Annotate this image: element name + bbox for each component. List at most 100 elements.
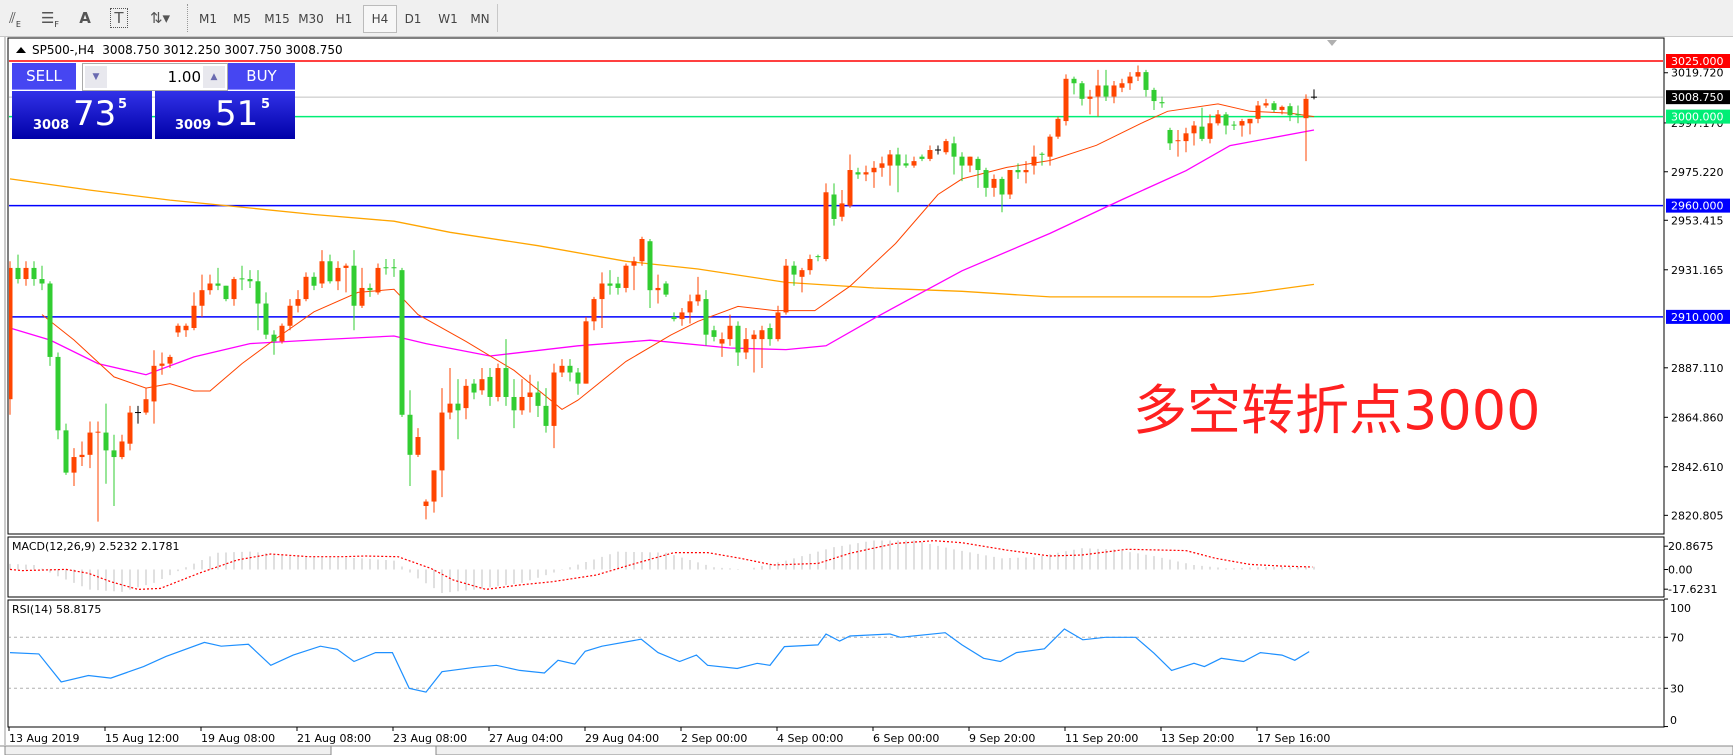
buy-price-button[interactable]: 3009 51 5	[155, 91, 295, 139]
timeframe-m30[interactable]: M30	[298, 12, 324, 26]
macd-label: MACD(12,26,9) 2.5232 2.1781	[12, 540, 180, 553]
volume-decrease-icon[interactable]: ▼	[85, 66, 107, 88]
equidistant-channel-icon[interactable]: ⫽E	[1, 6, 29, 30]
candle-body	[703, 299, 709, 335]
candle-body	[1111, 85, 1117, 97]
candle-body	[479, 379, 485, 391]
candle	[79, 441, 85, 466]
candle	[287, 299, 293, 331]
candle	[487, 368, 493, 406]
toolbar-separator	[497, 4, 500, 32]
rsi-panel-frame	[7, 599, 1665, 728]
candle-body	[199, 290, 205, 306]
candle-body	[831, 194, 837, 219]
volume-input[interactable]: 1.00	[167, 68, 201, 86]
rsi-label: RSI(14) 58.8175	[12, 603, 102, 616]
candle-body	[527, 392, 533, 397]
fibonacci-icon[interactable]: ☰F	[36, 6, 64, 30]
price-tick-label: 2820.805	[1671, 509, 1724, 522]
candle-body	[23, 267, 29, 280]
candle	[519, 379, 525, 415]
timeframe-d1[interactable]: D1	[404, 12, 422, 26]
candle-body	[303, 276, 309, 300]
candle-body	[15, 267, 21, 280]
candle-body	[447, 403, 453, 413]
sell-price-button[interactable]: 3008 73 5	[12, 91, 152, 139]
timeframe-w1[interactable]: W1	[438, 12, 458, 26]
chart-annotation-text[interactable]: 多空转折点3000	[1133, 379, 1541, 442]
candle-body	[1103, 85, 1109, 97]
arrows-dropdown-icon[interactable]: ⇅▾	[142, 6, 178, 30]
candle	[199, 274, 205, 317]
text-label-icon[interactable]: T	[105, 6, 133, 30]
candle	[463, 379, 469, 420]
candle-body	[231, 279, 237, 300]
timeframe-m5[interactable]: M5	[233, 12, 251, 26]
time-tick-label: 13 Aug 2019	[9, 732, 79, 745]
candle	[1015, 163, 1021, 179]
candle-body	[799, 270, 805, 277]
candle	[1087, 89, 1093, 115]
candle	[927, 145, 933, 162]
candle-body	[727, 325, 733, 340]
tool-glyph: ⫽	[9, 9, 16, 27]
candle-body	[327, 261, 333, 282]
volume-increase-icon[interactable]: ▲	[203, 66, 225, 88]
sheet-tab[interactable]	[4, 745, 332, 755]
candle	[639, 236, 645, 266]
candle-body	[999, 178, 1005, 195]
candle-body	[959, 156, 965, 166]
candle	[823, 183, 829, 262]
candle	[1007, 170, 1013, 199]
candle	[935, 145, 941, 155]
candle	[207, 274, 213, 295]
timeframe-h1[interactable]: H1	[335, 12, 353, 26]
candle-body	[759, 330, 765, 340]
candle	[383, 259, 389, 275]
text-icon[interactable]: A	[71, 6, 99, 30]
candle	[1207, 114, 1213, 144]
candle-body	[559, 365, 565, 373]
candle	[767, 323, 773, 346]
candle	[679, 307, 685, 326]
candle-body	[351, 265, 357, 306]
timeframe-m1[interactable]: M1	[199, 12, 217, 26]
candle	[719, 332, 725, 357]
candle	[175, 323, 181, 337]
tool-glyph: ☰	[40, 9, 55, 27]
buy-button[interactable]: BUY	[228, 63, 295, 90]
timeframe-h4[interactable]: H4	[363, 5, 397, 33]
candle	[495, 363, 501, 402]
candle-body	[239, 278, 245, 280]
candle-body	[671, 316, 677, 320]
candle	[127, 405, 133, 451]
macd-tick-label: -17.6231	[1668, 583, 1717, 596]
tool-glyph: ⇅▾	[149, 9, 171, 27]
candle-body	[151, 365, 157, 402]
sell-button[interactable]: SELL	[12, 63, 76, 90]
candle	[9, 261, 13, 415]
candle	[1175, 129, 1181, 157]
candle	[455, 379, 461, 440]
candle	[255, 270, 261, 331]
candle	[551, 363, 557, 449]
timeframe-m15[interactable]: M15	[264, 12, 290, 26]
candle-body	[1223, 114, 1229, 126]
chart-shift-marker-icon[interactable]	[1327, 40, 1337, 46]
sheet-tab[interactable]	[435, 745, 1733, 755]
candle-body	[815, 256, 821, 258]
candle	[359, 267, 365, 308]
candle	[815, 254, 821, 262]
collapse-triangle-icon[interactable]	[16, 47, 26, 53]
candle	[1127, 72, 1133, 90]
timeframe-mn[interactable]: MN	[470, 12, 490, 26]
candle-body	[391, 267, 397, 269]
rsi-line	[9, 628, 1310, 693]
candle-body	[1255, 105, 1261, 119]
candle	[15, 254, 21, 284]
candle	[343, 263, 349, 293]
candle	[759, 325, 765, 369]
candle-body	[399, 270, 405, 415]
rsi-tick-label: 100	[1670, 602, 1691, 615]
